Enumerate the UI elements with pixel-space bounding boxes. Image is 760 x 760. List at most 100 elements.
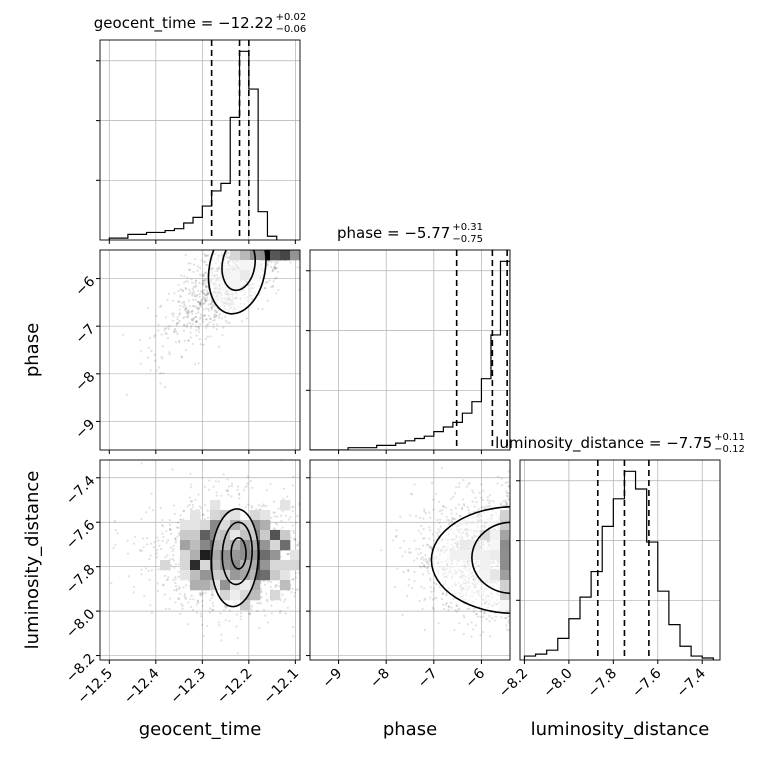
scatter-point — [197, 307, 200, 310]
scatter-point — [442, 505, 445, 508]
scatter-point — [200, 507, 203, 510]
scatter-point — [195, 321, 198, 324]
scatter-point — [507, 619, 510, 622]
scatter-point — [167, 292, 171, 295]
scatter-point — [301, 542, 303, 544]
hist-bar — [230, 117, 239, 240]
scatter-point — [296, 588, 299, 591]
scatter-point — [270, 516, 273, 520]
scatter-point — [178, 319, 181, 323]
scatter-point — [183, 275, 186, 278]
hist-bar — [680, 646, 691, 660]
scatter-point — [421, 556, 424, 559]
scatter-point — [423, 510, 426, 513]
scatter-point — [155, 315, 158, 318]
y-tick-label: −8 — [72, 369, 98, 395]
scatter-point — [196, 293, 199, 297]
scatter-point — [439, 518, 442, 521]
scatter-point — [422, 587, 426, 590]
hist-bar — [396, 443, 406, 450]
density-cell — [270, 530, 281, 541]
scatter-point — [326, 253, 328, 255]
panel-border — [99, 459, 301, 661]
scatter-point — [203, 314, 206, 317]
scatter-point — [505, 490, 508, 493]
scatter-point — [459, 515, 462, 518]
scatter-point — [271, 269, 274, 273]
scatter-point — [438, 586, 441, 589]
scatter-point — [291, 524, 295, 527]
density-cell — [190, 520, 201, 531]
scatter-point — [419, 565, 422, 568]
scatter-point — [272, 511, 275, 514]
scatter-point — [158, 544, 161, 547]
hist-bar — [424, 436, 434, 450]
scatter-point — [176, 521, 180, 524]
scatter-point — [194, 293, 197, 296]
scatter-point — [462, 503, 465, 506]
panel-title-phase: phase = −5.77 +0.31−0.75 — [337, 222, 483, 245]
scatter-point — [162, 583, 166, 586]
scatter-point — [170, 546, 173, 549]
scatter-point — [314, 253, 316, 255]
scatter-point — [420, 566, 423, 569]
scatter-point — [305, 252, 307, 254]
scatter-point — [182, 329, 186, 333]
scatter-point — [423, 566, 427, 569]
scatter-point — [209, 302, 212, 305]
scatter-point — [275, 583, 278, 587]
scatter-point — [423, 564, 426, 567]
scatter-point — [166, 578, 170, 581]
scatter-point — [146, 543, 149, 546]
scatter-point — [195, 307, 199, 310]
scatter-point — [172, 579, 175, 582]
scatter-point — [197, 300, 200, 303]
scatter-point — [146, 307, 149, 310]
scatter-point — [221, 334, 224, 337]
scatter-point — [410, 586, 414, 590]
contour-line — [221, 521, 253, 586]
scatter-point — [189, 326, 193, 330]
scatter-point — [198, 301, 201, 304]
scatter-point — [213, 319, 216, 322]
scatter-point — [313, 254, 315, 256]
scatter-point — [194, 316, 198, 319]
scatter-point — [262, 579, 266, 583]
scatter-point — [150, 569, 153, 572]
hist-bar — [636, 489, 647, 660]
scatter-point — [161, 345, 164, 348]
scatter-point — [504, 481, 507, 484]
scatter-point — [319, 256, 321, 258]
scatter-point — [198, 281, 201, 284]
scatter-point — [486, 496, 489, 499]
scatter-point — [473, 505, 476, 508]
scatter-point — [319, 571, 321, 573]
scatter-point — [206, 293, 209, 296]
scatter-point — [408, 547, 411, 551]
scatter-point — [198, 295, 201, 298]
scatter-point — [203, 288, 206, 292]
scatter-point — [247, 612, 251, 615]
scatter-point — [203, 252, 206, 256]
scatter-point — [206, 292, 209, 295]
hist-bar — [462, 413, 472, 450]
scatter-point — [422, 527, 425, 531]
scatter-point — [153, 541, 156, 544]
scatter-point — [273, 515, 276, 518]
scatter-point — [301, 544, 303, 546]
scatter-point — [426, 569, 429, 572]
scatter-point — [140, 573, 143, 576]
scatter-point — [176, 588, 179, 591]
scatter-point — [293, 595, 296, 598]
scatter-point — [284, 514, 288, 517]
scatter-point — [305, 576, 307, 578]
scatter-point — [199, 592, 202, 595]
panel-title-plus: +0.11 — [714, 432, 745, 443]
density-cell — [250, 580, 261, 591]
scatter-point — [199, 313, 203, 316]
scatter-point — [440, 597, 444, 600]
scatter-point — [301, 258, 303, 260]
scatter-point — [148, 506, 151, 509]
scatter-point — [264, 614, 267, 617]
scatter-point — [191, 304, 194, 307]
